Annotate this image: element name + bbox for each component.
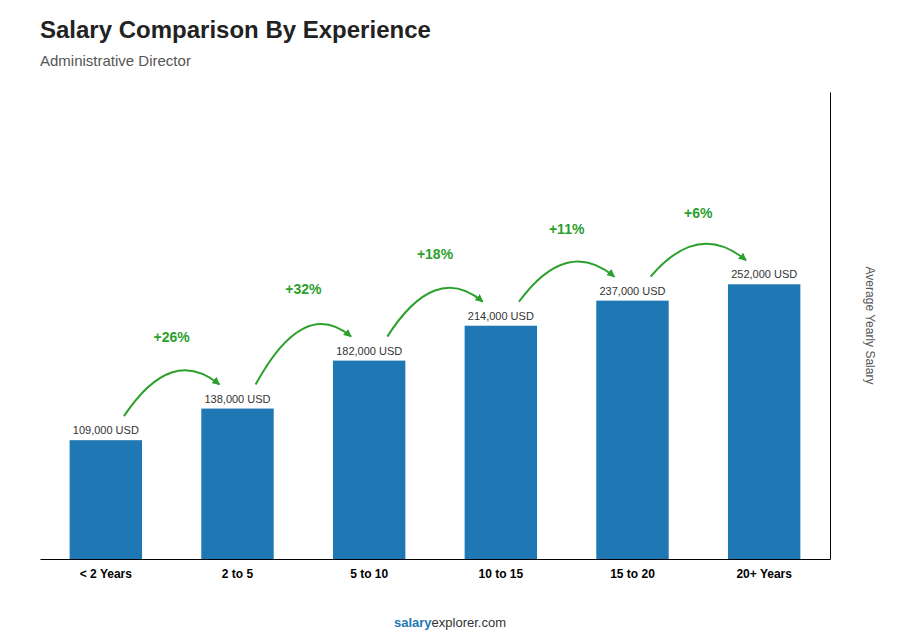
- data-labels: 109,000 USD 138,000 USD 182,000 USD 214,000…: [73, 268, 797, 436]
- x-tick: 20+ Years: [736, 559, 792, 581]
- change-label: +11%: [549, 221, 585, 237]
- x-axis: < 2 Years 2 to 5 5 to 10 10 to 15 15 to 20 20…: [41, 559, 831, 581]
- change-annotations: +26% +32% +18% +11% +6%: [124, 205, 746, 416]
- x-tick: 15 to 20: [610, 559, 655, 581]
- change-arrow: [387, 288, 482, 337]
- y-axis-label: Average Yearly Salary: [863, 267, 877, 385]
- bar: [728, 284, 800, 559]
- bar: [201, 409, 273, 559]
- bar: [596, 301, 668, 559]
- bar: [70, 440, 142, 559]
- x-tick: 10 to 15: [478, 559, 523, 581]
- x-tick: 5 to 10: [350, 559, 388, 581]
- title: Salary Comparison By Experience: [40, 16, 431, 43]
- subtitle: Administrative Director: [40, 52, 191, 69]
- x-tick-label: < 2 Years: [80, 567, 132, 581]
- change-label: +18%: [417, 246, 454, 262]
- x-axis-line: [41, 559, 831, 560]
- footer: salaryexplorer.com: [394, 615, 506, 630]
- footer-part: explorer.com: [432, 615, 506, 630]
- y-axis-line: [830, 93, 831, 560]
- bars: [70, 284, 801, 559]
- change-arrow: [651, 244, 746, 277]
- x-tick-label: 20+ Years: [736, 567, 792, 581]
- x-tick-label: 10 to 15: [478, 567, 523, 581]
- footer-part: salary: [394, 615, 432, 630]
- plot-area: 109,000 USD 138,000 USD 182,000 USD 214,000…: [41, 93, 831, 581]
- data-label: 182,000 USD: [336, 345, 402, 357]
- change-arrow: [256, 324, 351, 384]
- x-tick-label: 15 to 20: [610, 567, 655, 581]
- data-label: 237,000 USD: [599, 285, 665, 297]
- x-tick-label: 2 to 5: [222, 567, 254, 581]
- data-label: 252,000 USD: [731, 268, 797, 280]
- chart-svg: Salary Comparison By Experience Administr…: [0, 0, 900, 641]
- x-tick: < 2 Years: [80, 559, 132, 581]
- data-label: 214,000 USD: [468, 310, 534, 322]
- x-tick-label: 5 to 10: [350, 567, 388, 581]
- change-label: +6%: [684, 205, 713, 221]
- change-arrow: [124, 370, 219, 416]
- y-axis: [830, 93, 831, 560]
- change-arrow: [519, 261, 614, 301]
- bar: [333, 361, 405, 559]
- change-label: +32%: [285, 281, 322, 297]
- data-label: 109,000 USD: [73, 424, 139, 436]
- bar: [465, 326, 537, 559]
- data-label: 138,000 USD: [204, 393, 270, 405]
- change-label: +26%: [154, 329, 191, 345]
- x-tick: 2 to 5: [222, 559, 254, 581]
